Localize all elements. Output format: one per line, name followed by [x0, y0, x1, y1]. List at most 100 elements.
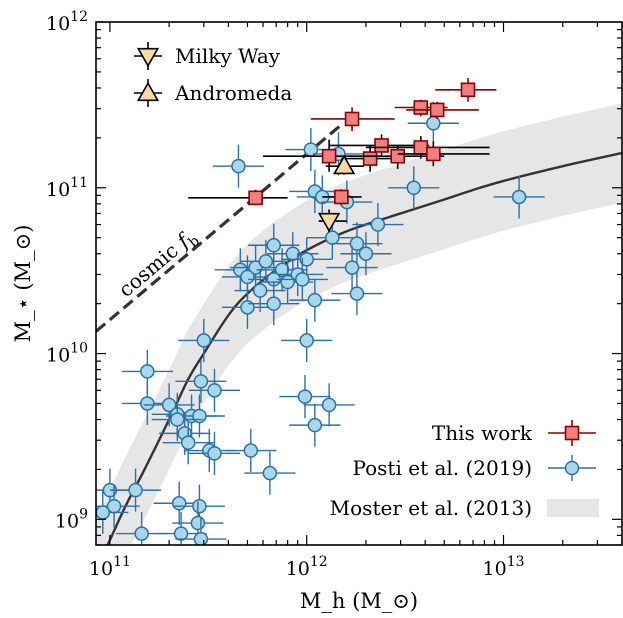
posti-marker — [128, 482, 143, 498]
posti-point — [331, 222, 383, 266]
this-work-point — [310, 107, 395, 132]
this-work-marker — [426, 146, 441, 162]
posti-marker — [134, 526, 149, 541]
posti-point — [121, 349, 173, 393]
this-work-point — [435, 77, 497, 102]
posti-marker — [258, 254, 274, 269]
posti-marker — [240, 269, 255, 285]
posti-marker — [252, 283, 268, 298]
posti-marker — [192, 408, 207, 424]
this-work-marker — [248, 190, 263, 206]
x-tick-exp: 12 — [310, 554, 328, 570]
x-tick-base: 10 — [89, 558, 113, 580]
posti-point — [306, 216, 358, 260]
this-work-series — [188, 77, 497, 206]
posti-point — [244, 451, 296, 495]
plot-frame — [95, 21, 623, 546]
posti-point — [225, 428, 277, 473]
this-work-point — [322, 189, 362, 205]
x-tick-label: 1011 — [89, 554, 131, 580]
this-work-point — [188, 189, 288, 206]
posti-marker — [96, 505, 111, 520]
posti-point — [162, 421, 214, 465]
posti-marker — [349, 236, 365, 251]
this-work-marker — [344, 111, 360, 127]
posti-marker — [406, 180, 422, 196]
posti-point — [281, 318, 333, 362]
posti-point — [326, 246, 378, 290]
legend-label: Moster et al. (2013) — [330, 496, 532, 520]
this-work-marker — [413, 140, 429, 155]
y-tick-label: 1012 — [46, 9, 88, 35]
y-tick-base: 10 — [46, 13, 70, 35]
posti-marker — [193, 374, 209, 389]
x-axis-label: M_h (M_⊙) — [300, 589, 418, 613]
posti-marker — [285, 246, 301, 261]
posti-point — [331, 272, 383, 316]
posti-marker — [344, 260, 360, 275]
posti-marker — [295, 272, 310, 287]
posti-marker — [280, 274, 295, 290]
andromeda-series — [325, 154, 364, 175]
milky-way-marker — [317, 212, 341, 233]
posti-marker — [307, 292, 323, 308]
posti-point — [175, 517, 227, 545]
posti-series — [96, 101, 545, 545]
this-work-point — [397, 141, 490, 167]
posti-marker — [140, 396, 155, 411]
cosmic-fb-label-main: cosmic — [114, 234, 188, 302]
legend-label: Andromeda — [174, 81, 292, 105]
posti-point — [109, 468, 162, 512]
posti-marker — [161, 397, 177, 413]
posti-point — [178, 318, 230, 362]
axes-frame-layer — [95, 21, 623, 546]
x-tick-exp: 11 — [113, 554, 131, 570]
x-tick-exp: 13 — [507, 554, 525, 570]
legend-label: Posti et al. (2019) — [352, 456, 532, 480]
posti-point — [388, 166, 440, 210]
legend-layer: Milky Way Andromeda This work Posti et al. … — [134, 42, 599, 520]
posti-point — [289, 278, 341, 322]
x-tick-base: 10 — [286, 558, 310, 580]
legend-posti-marker — [564, 460, 580, 476]
x-tick-label: 1012 — [286, 554, 328, 580]
this-work-marker — [429, 102, 445, 118]
legend-label: Milky Way — [175, 44, 281, 68]
posti-marker — [170, 412, 185, 427]
y-tick-base: 10 — [55, 510, 79, 532]
this-work-marker — [390, 148, 406, 164]
posti-marker — [243, 443, 259, 458]
posti-marker — [207, 446, 222, 461]
posti-point — [240, 239, 292, 283]
posti-marker — [266, 296, 281, 311]
x-tick-label: 1013 — [483, 554, 525, 580]
this-work-point — [329, 134, 430, 157]
posti-marker — [262, 465, 278, 481]
posti-point — [493, 175, 545, 219]
this-work-marker — [321, 148, 337, 164]
posti-point — [121, 381, 173, 426]
y-tick-label: 1010 — [46, 341, 88, 367]
y-tick-exp: 10 — [70, 341, 88, 357]
posti-marker — [240, 300, 255, 315]
posti-marker — [274, 262, 290, 278]
milky-way-series — [317, 209, 347, 233]
posti-marker — [231, 158, 246, 174]
moster-band — [96, 103, 622, 545]
posti-point — [188, 431, 241, 475]
this-work-point — [346, 145, 445, 169]
posti-marker — [266, 238, 281, 253]
y-tick-base: 10 — [46, 179, 70, 201]
posti-marker — [193, 531, 209, 545]
x-tick-base: 10 — [483, 558, 507, 580]
posti-point — [212, 144, 265, 188]
y-tick-exp: 12 — [70, 9, 88, 25]
posti-marker — [299, 333, 314, 348]
posti-marker — [196, 333, 212, 348]
this-work-point — [341, 145, 398, 172]
posti-point — [289, 403, 341, 447]
posti-point — [352, 202, 404, 247]
posti-point — [248, 223, 300, 267]
cosmic-fb-label: cosmic fb — [114, 224, 203, 305]
